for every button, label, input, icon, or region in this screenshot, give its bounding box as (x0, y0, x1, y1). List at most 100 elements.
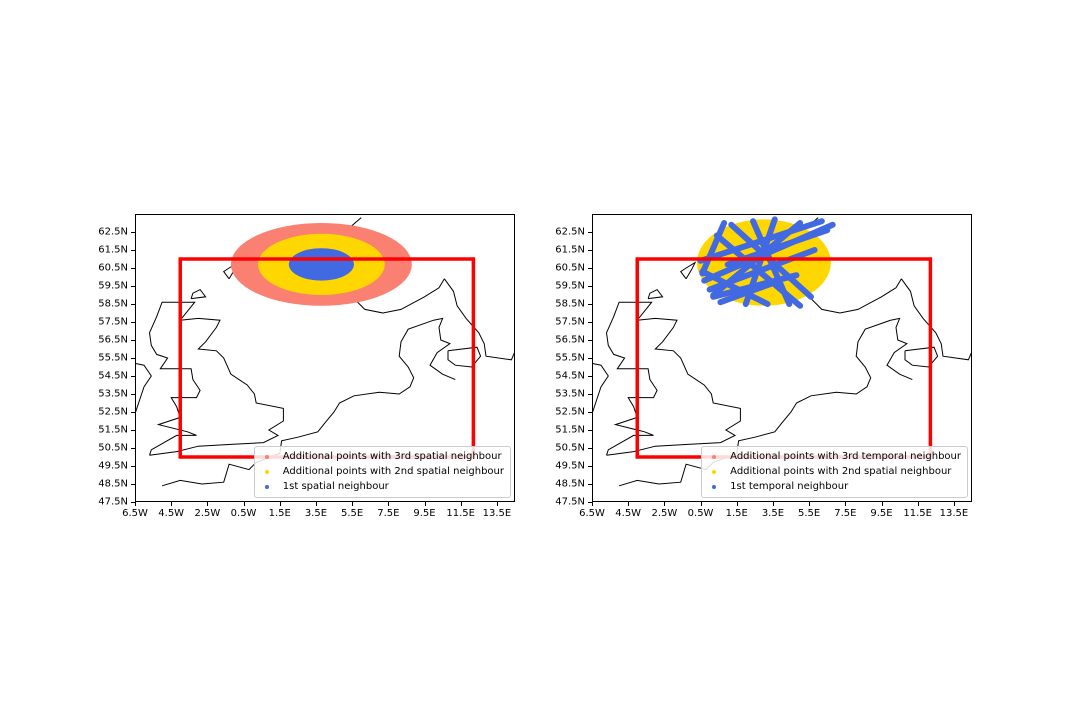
x-tick-label: 1.5E (268, 508, 291, 519)
coastline-segment (900, 278, 972, 361)
coastline-segment (161, 317, 456, 487)
legend-label: 1st spatial neighbour (282, 481, 389, 492)
y-tick-mark (131, 484, 135, 485)
x-tick-mark (243, 502, 245, 506)
y-tick-label: 51.5N (555, 424, 585, 436)
x-tick-label: 6.5W (579, 508, 605, 519)
y-tick-label: 55.5N (555, 352, 585, 364)
coastline-segment (605, 301, 741, 456)
x-tick-mark (917, 502, 919, 506)
y-tick-mark (588, 430, 592, 431)
coastline-segment (904, 346, 939, 368)
legend-item-third: Additional points with 3rd temporal neig… (708, 449, 961, 464)
y-tick-mark (131, 286, 135, 287)
y-tick-label: 54.5N (98, 370, 128, 382)
x-tick-label: 2.5W (651, 508, 678, 519)
x-tick-mark (207, 502, 209, 506)
legend: Additional points with 3rd temporal neig… (701, 446, 968, 498)
x-tick-mark (352, 502, 354, 506)
y-tick-mark (588, 340, 592, 341)
y-tick-label: 54.5N (555, 370, 585, 382)
y-tick-mark (588, 358, 592, 359)
x-tick-label: 3.5E (304, 508, 328, 519)
coastline-segment (135, 362, 152, 414)
y-tick-mark (588, 502, 592, 503)
y-tick-label: 62.5N (98, 226, 128, 238)
x-tick-mark (171, 502, 173, 506)
x-tick-label: 0.5W (687, 508, 714, 519)
y-tick-label: 48.5N (98, 478, 128, 490)
x-tick-mark (772, 502, 774, 506)
legend-marker (712, 484, 717, 489)
x-tick-mark (592, 502, 593, 506)
legend-marker (712, 454, 717, 459)
y-tick-label: 52.5N (555, 406, 585, 418)
y-tick-mark (588, 268, 592, 269)
x-tick-mark (388, 502, 390, 506)
y-tick-label: 51.5N (98, 424, 128, 436)
coastline-segment (148, 301, 284, 456)
y-tick-label: 55.5N (98, 352, 128, 364)
legend-marker (712, 469, 717, 474)
coastline-segment (447, 346, 482, 368)
y-tick-mark (131, 268, 135, 269)
y-tick-label: 56.5N (98, 334, 128, 346)
x-tick-mark (424, 502, 426, 506)
y-tick-mark (588, 466, 592, 467)
x-tick-mark (460, 502, 462, 506)
y-tick-label: 61.5N (98, 244, 128, 256)
y-tick-mark (588, 322, 592, 323)
legend-label: Additional points with 2nd spatial neigh… (282, 466, 504, 477)
x-tick-label: 2.5W (194, 508, 221, 519)
x-tick-label: 4.5W (158, 508, 185, 519)
x-tick-label: 5.5E (341, 508, 364, 519)
y-tick-mark (131, 250, 135, 251)
x-tick-label: 13.5E (482, 508, 512, 519)
y-tick-label: 58.5N (98, 298, 128, 310)
x-tick-label: 6.5W (122, 508, 148, 519)
y-tick-mark (588, 250, 592, 251)
y-tick-label: 49.5N (98, 460, 128, 472)
y-tick-mark (588, 484, 592, 485)
y-tick-mark (588, 232, 592, 233)
y-tick-label: 56.5N (555, 334, 585, 346)
y-tick-label: 60.5N (555, 262, 585, 274)
legend-label: Additional points with 2nd spatial neigh… (730, 466, 952, 477)
y-tick-label: 53.5N (555, 388, 585, 400)
y-tick-mark (588, 286, 592, 287)
y-tick-label: 60.5N (98, 262, 128, 274)
x-tick-label: 4.5W (615, 508, 642, 519)
y-tick-label: 61.5N (555, 244, 585, 256)
x-tick-mark (700, 502, 702, 506)
y-tick-mark (131, 448, 135, 449)
temporal-neighbour-track (742, 216, 778, 307)
neighbour-points-layer (696, 216, 836, 309)
x-tick-label: 7.5E (377, 508, 400, 519)
legend-item-first: 1st spatial neighbour (261, 479, 504, 494)
neighbour-points-layer (230, 223, 412, 306)
y-tick-mark (131, 412, 135, 413)
legend: Additional points with 3rd spatial neigh… (253, 446, 511, 498)
y-tick-mark (131, 232, 135, 233)
y-tick-mark (131, 394, 135, 395)
y-tick-label: 58.5N (555, 298, 585, 310)
x-tick-label: 3.5E (761, 508, 785, 519)
y-tick-mark (588, 394, 592, 395)
y-tick-label: 59.5N (98, 280, 128, 292)
y-tick-mark (588, 376, 592, 377)
legend-item-second: Additional points with 2nd spatial neigh… (708, 464, 961, 479)
x-tick-mark (664, 502, 666, 506)
y-tick-mark (131, 376, 135, 377)
x-tick-mark (953, 502, 955, 506)
x-tick-label: 13.5E (939, 508, 969, 519)
y-tick-mark (131, 430, 135, 431)
y-tick-label: 59.5N (555, 280, 585, 292)
legend-marker (264, 484, 269, 489)
y-tick-mark (131, 340, 135, 341)
x-tick-label: 9.5E (870, 508, 893, 519)
y-tick-label: 57.5N (555, 316, 585, 328)
x-tick-label: 0.5W (230, 508, 257, 519)
x-tick-mark (628, 502, 630, 506)
y-tick-mark (131, 358, 135, 359)
y-tick-mark (588, 412, 592, 413)
